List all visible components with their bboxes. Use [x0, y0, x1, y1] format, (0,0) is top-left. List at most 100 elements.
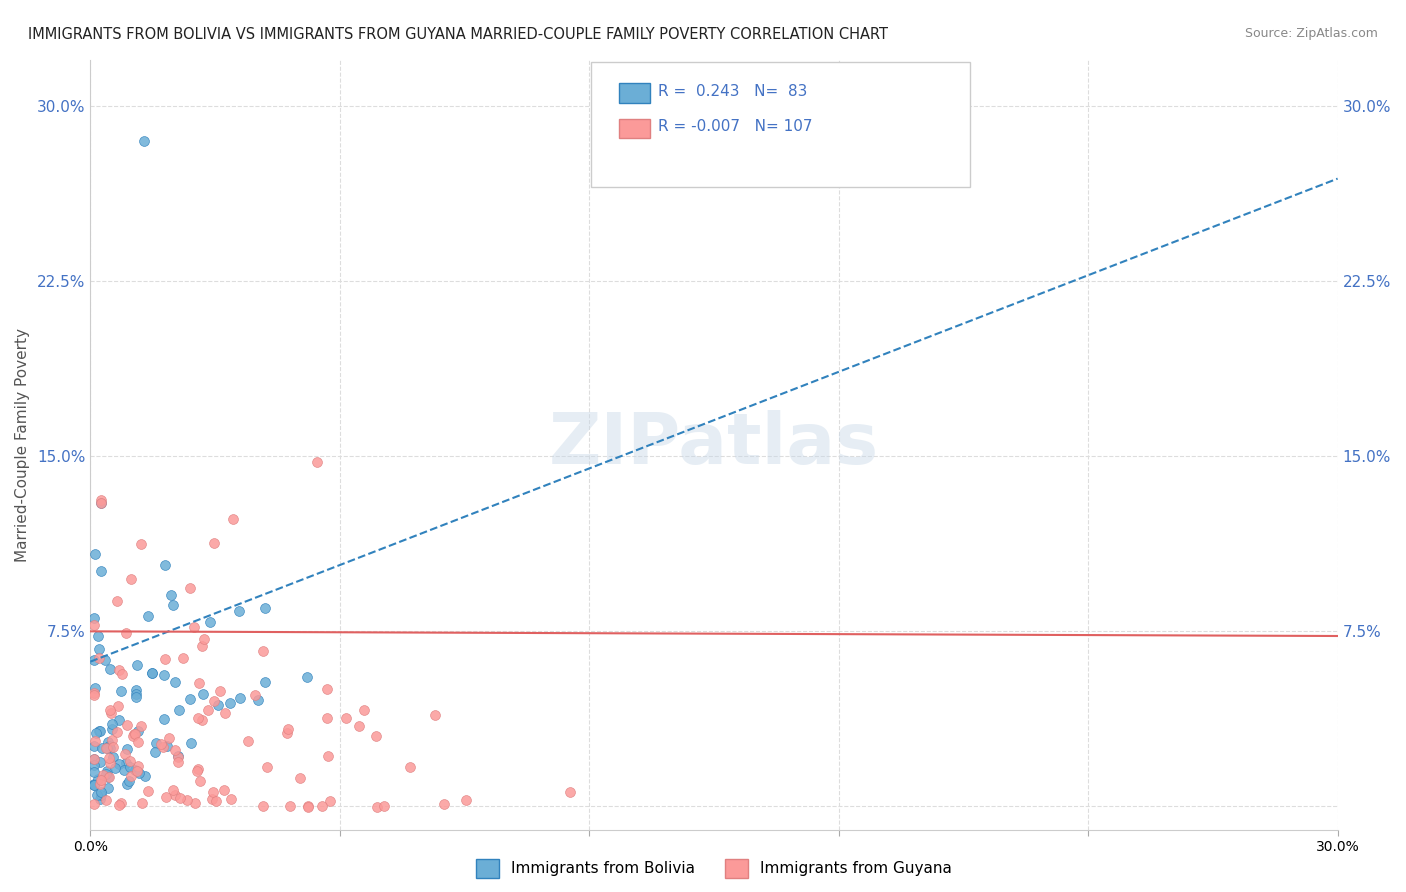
Immigrants from Bolivia: [228, 604, 250, 618]
Immigrants from Guyana: [252, 644, 274, 658]
Immigrants from Guyana: [201, 785, 224, 799]
Immigrants from Guyana: [179, 581, 201, 595]
Immigrants from Guyana: [236, 733, 259, 747]
Immigrants from Bolivia: [87, 629, 110, 643]
Immigrants from Bolivia: [84, 681, 107, 696]
Immigrants from Guyana: [212, 783, 235, 797]
Immigrants from Guyana: [187, 711, 209, 725]
Immigrants from Guyana: [183, 796, 205, 810]
Immigrants from Bolivia: [118, 760, 141, 774]
Immigrants from Guyana: [98, 756, 121, 770]
Immigrants from Guyana: [129, 719, 152, 733]
Immigrants from Guyana: [125, 764, 148, 778]
Immigrants from Guyana: [166, 749, 188, 764]
Immigrants from Guyana: [83, 752, 105, 766]
Immigrants from Guyana: [152, 740, 174, 755]
Immigrants from Guyana: [202, 536, 225, 550]
Immigrants from Guyana: [169, 791, 191, 805]
Immigrants from Guyana: [131, 796, 153, 810]
Immigrants from Guyana: [366, 799, 388, 814]
Immigrants from Bolivia: [128, 766, 150, 780]
Immigrants from Guyana: [214, 706, 236, 721]
Immigrants from Bolivia: [125, 690, 148, 704]
Immigrants from Bolivia: [83, 758, 105, 772]
Immigrants from Guyana: [167, 755, 190, 769]
Immigrants from Guyana: [90, 496, 112, 510]
Immigrants from Guyana: [256, 760, 278, 774]
Immigrants from Bolivia: [191, 687, 214, 701]
Immigrants from Bolivia: [87, 772, 110, 787]
Immigrants from Guyana: [108, 663, 131, 677]
Immigrants from Bolivia: [104, 761, 127, 775]
Y-axis label: Married-Couple Family Poverty: Married-Couple Family Poverty: [15, 327, 30, 562]
Immigrants from Guyana: [90, 772, 112, 787]
Immigrants from Guyana: [454, 793, 477, 807]
Immigrants from Bolivia: [124, 763, 146, 777]
Immigrants from Guyana: [193, 632, 215, 646]
Immigrants from Guyana: [127, 734, 149, 748]
Immigrants from Guyana: [111, 667, 134, 681]
Immigrants from Bolivia: [83, 653, 105, 667]
Immigrants from Guyana: [204, 694, 226, 708]
Immigrants from Guyana: [100, 706, 122, 720]
Immigrants from Guyana: [118, 754, 141, 768]
Immigrants from Guyana: [316, 748, 339, 763]
Immigrants from Bolivia: [96, 764, 118, 778]
Immigrants from Guyana: [353, 703, 375, 717]
Immigrants from Guyana: [155, 790, 177, 805]
Immigrants from Bolivia: [90, 564, 112, 578]
Immigrants from Guyana: [129, 537, 152, 551]
Immigrants from Bolivia: [83, 778, 105, 792]
Immigrants from Guyana: [186, 764, 208, 779]
Immigrants from Guyana: [311, 798, 333, 813]
Immigrants from Guyana: [101, 739, 124, 754]
Immigrants from Guyana: [138, 783, 160, 797]
Immigrants from Guyana: [115, 717, 138, 731]
Immigrants from Bolivia: [253, 675, 276, 690]
Immigrants from Bolivia: [145, 736, 167, 750]
Immigrants from Bolivia: [207, 698, 229, 713]
Immigrants from Guyana: [83, 734, 105, 748]
Immigrants from Guyana: [83, 688, 105, 702]
Immigrants from Bolivia: [89, 785, 111, 799]
Text: IMMIGRANTS FROM BOLIVIA VS IMMIGRANTS FROM GUYANA MARRIED-COUPLE FAMILY POVERTY : IMMIGRANTS FROM BOLIVIA VS IMMIGRANTS FR…: [28, 27, 889, 42]
Immigrants from Guyana: [163, 743, 186, 757]
Immigrants from Bolivia: [169, 703, 191, 717]
Immigrants from Bolivia: [91, 741, 114, 756]
Immigrants from Guyana: [124, 727, 146, 741]
Immigrants from Bolivia: [83, 739, 105, 754]
Immigrants from Guyana: [288, 771, 311, 785]
Immigrants from Guyana: [98, 703, 121, 717]
Immigrants from Guyana: [83, 618, 105, 632]
Immigrants from Guyana: [120, 769, 142, 783]
Immigrants from Guyana: [122, 729, 145, 743]
Immigrants from Guyana: [122, 727, 145, 741]
Immigrants from Guyana: [90, 492, 112, 507]
Text: R =  0.243   N=  83: R = 0.243 N= 83: [658, 85, 807, 99]
Immigrants from Guyana: [278, 799, 301, 814]
Immigrants from Bolivia: [295, 670, 318, 684]
Immigrants from Bolivia: [125, 682, 148, 697]
Immigrants from Guyana: [83, 797, 105, 811]
Immigrants from Bolivia: [89, 792, 111, 806]
Immigrants from Bolivia: [127, 723, 149, 738]
Immigrants from Bolivia: [117, 777, 139, 791]
Immigrants from Bolivia: [98, 662, 121, 676]
Immigrants from Guyana: [163, 788, 186, 802]
Immigrants from Bolivia: [141, 665, 163, 680]
Immigrants from Guyana: [201, 791, 224, 805]
Immigrants from Bolivia: [254, 600, 277, 615]
Immigrants from Bolivia: [162, 598, 184, 612]
Immigrants from Bolivia: [96, 741, 118, 756]
Immigrants from Guyana: [91, 768, 114, 782]
Immigrants from Guyana: [157, 731, 180, 746]
Immigrants from Bolivia: [180, 736, 202, 750]
Immigrants from Bolivia: [110, 684, 132, 698]
Immigrants from Guyana: [252, 799, 274, 814]
Immigrants from Bolivia: [125, 658, 148, 673]
Immigrants from Guyana: [319, 794, 342, 808]
Immigrants from Bolivia: [97, 735, 120, 749]
Immigrants from Guyana: [347, 719, 370, 733]
Immigrants from Guyana: [114, 747, 136, 761]
Immigrants from Bolivia: [219, 696, 242, 710]
